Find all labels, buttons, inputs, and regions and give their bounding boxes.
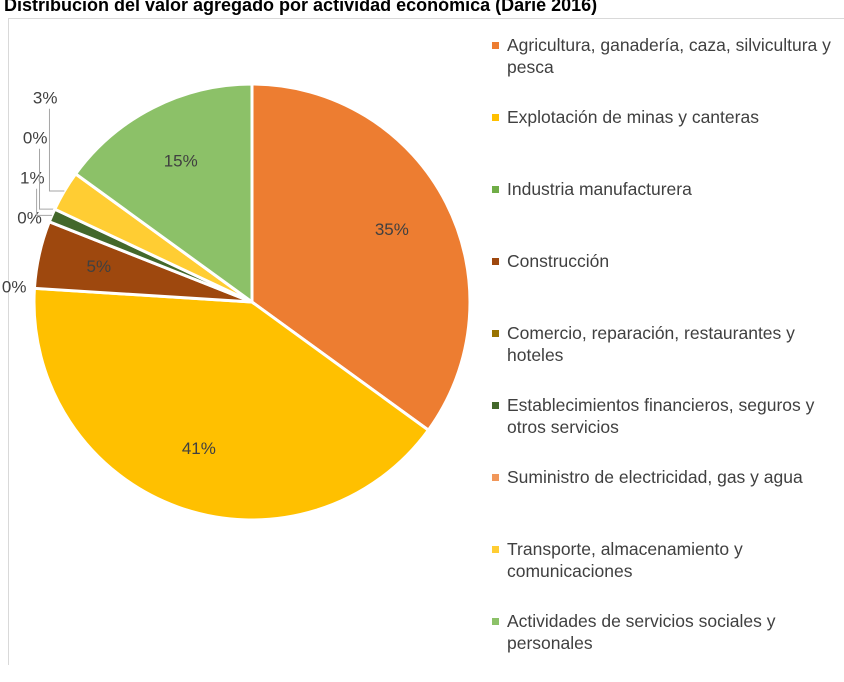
legend-swatch (492, 42, 499, 49)
legend-swatch (492, 474, 499, 481)
data-label: 35% (375, 220, 409, 239)
legend-swatch (492, 402, 499, 409)
legend-swatch (492, 546, 499, 553)
data-label: 15% (164, 152, 198, 171)
leader-line (49, 109, 64, 191)
legend-label: Establecimientos financieros, seguros y … (507, 395, 814, 437)
legend-item: Industria manufacturera (492, 178, 842, 250)
legend-swatch (492, 186, 499, 193)
legend-item: Agricultura, ganadería, caza, silvicultu… (492, 34, 842, 106)
legend-label: Suministro de electricidad, gas y agua (507, 467, 803, 487)
page: Distribución del valor agregado por acti… (0, 0, 844, 665)
legend-item: Transporte, almacenamiento y comunicacio… (492, 538, 842, 610)
legend-item: Suministro de electricidad, gas y agua (492, 466, 842, 538)
legend-swatch (492, 618, 499, 625)
legend-label: Construcción (507, 251, 609, 271)
legend-item: Establecimientos financieros, seguros y … (492, 394, 842, 466)
legend-swatch (492, 330, 499, 337)
legend-label: Explotación de minas y canteras (507, 107, 759, 127)
legend-swatch (492, 114, 499, 121)
legend-swatch (492, 258, 499, 265)
legend: Agricultura, ganadería, caza, silvicultu… (492, 34, 842, 682)
data-label: 1% (20, 168, 45, 187)
data-label: 41% (182, 439, 216, 458)
legend-item: Comercio, reparación, restaurantes y hot… (492, 322, 842, 394)
legend-label: Agricultura, ganadería, caza, silvicultu… (507, 35, 831, 77)
legend-label: Actividades de servicios sociales y pers… (507, 611, 775, 653)
data-label: 0% (17, 208, 42, 227)
data-label: 0% (23, 128, 48, 147)
legend-item: Actividades de servicios sociales y pers… (492, 610, 842, 682)
data-label: 0% (2, 277, 27, 296)
legend-item: Explotación de minas y canteras (492, 106, 842, 178)
legend-label: Transporte, almacenamiento y comunicacio… (507, 539, 743, 581)
data-label: 5% (87, 257, 112, 276)
legend-label: Industria manufacturera (507, 179, 692, 199)
legend-item: Construcción (492, 250, 842, 322)
chart-title: Distribución del valor agregado por acti… (4, 0, 597, 15)
legend-label: Comercio, reparación, restaurantes y hot… (507, 323, 795, 365)
data-label: 3% (33, 88, 58, 107)
